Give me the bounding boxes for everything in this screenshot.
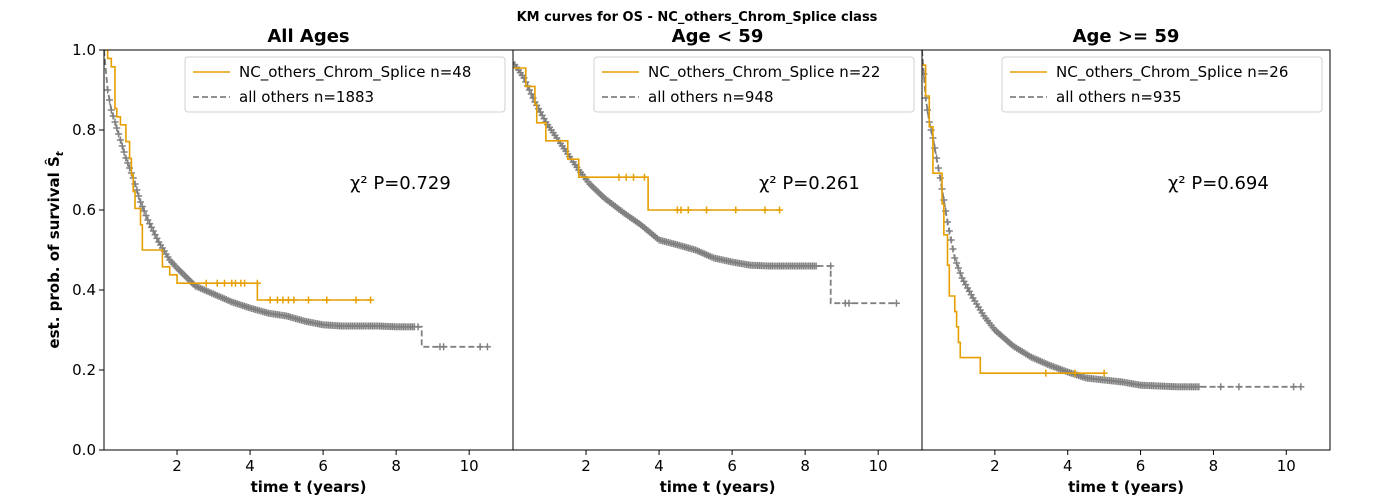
legend-label-0: NC_others_Chrom_Splice n=48 <box>239 63 471 82</box>
plot-frame <box>921 49 1331 451</box>
x-tick-label: 4 <box>1063 457 1073 475</box>
x-tick-label: 8 <box>1209 457 1219 475</box>
series-group <box>922 50 1305 391</box>
legend-box <box>1001 56 1323 113</box>
legend-label-1: all others n=935 <box>1056 88 1182 106</box>
x-tick-label: 2 <box>990 457 1000 475</box>
x-tick-label: 8 <box>391 457 401 475</box>
y-tick-label: 0.8 <box>72 121 96 139</box>
y-axis-label-main: est. prob. of survival Ŝ <box>44 156 63 348</box>
series-line-0 <box>513 67 780 211</box>
legend-label-1: all others n=1883 <box>239 88 374 106</box>
x-tick-label: 4 <box>245 457 255 475</box>
x-tick-label: 2 <box>581 457 591 475</box>
x-axis-label: time t (years) <box>251 478 367 496</box>
legend: NC_others_Chrom_Splice n=48 all others n=… <box>184 56 506 113</box>
panel-title: Age < 59 <box>672 26 764 47</box>
series-line-0 <box>922 64 1105 374</box>
series-group <box>513 61 900 307</box>
panels-group: All Ages 2 4 6 8 10 0.0 0.2 0.4 0.6 0.8 1.0 time t (… <box>72 26 1331 496</box>
x-tick-label: 2 <box>172 457 182 475</box>
y-axis-label: est. prob. of survival Ŝt <box>44 150 66 348</box>
legend-box <box>593 56 915 113</box>
p-value-annotation: χ² P=0.261 <box>759 173 860 194</box>
x-tick-label: 4 <box>654 457 664 475</box>
x-tick-label: 10 <box>460 457 479 475</box>
x-axis-label: time t (years) <box>660 478 776 496</box>
x-axis-label: time t (years) <box>1068 478 1184 496</box>
panel-3: Age >= 59 2 4 6 8 10 time t (years) NC_others_C… <box>921 26 1331 496</box>
panel-2: Age < 59 2 4 6 8 10 time t (years) NC_others_Ch… <box>512 26 923 496</box>
panel-title: Age >= 59 <box>1073 26 1180 47</box>
legend-label-0: NC_others_Chrom_Splice n=26 <box>1056 63 1288 82</box>
x-tick-label: 6 <box>727 457 737 475</box>
series-line-0 <box>104 50 371 301</box>
legend-label-1: all others n=948 <box>648 88 774 106</box>
figure-suptitle: KM curves for OS - NC_others_Chrom_Splic… <box>517 10 878 25</box>
panel-title: All Ages <box>267 26 349 47</box>
legend-label-0: NC_others_Chrom_Splice n=22 <box>648 63 880 82</box>
y-tick-label: 0.6 <box>72 201 96 219</box>
legend: NC_others_Chrom_Splice n=26 all others n=… <box>1001 56 1323 113</box>
y-axis-label-sub: t <box>55 150 66 156</box>
y-tick-label: 0.4 <box>72 281 96 299</box>
x-tick-label: 10 <box>869 457 888 475</box>
y-tick-label: 1.0 <box>72 41 96 59</box>
p-value-annotation: χ² P=0.694 <box>1168 173 1269 194</box>
p-value-annotation: χ² P=0.729 <box>350 173 451 194</box>
x-tick-label: 6 <box>318 457 328 475</box>
x-tick-label: 10 <box>1277 457 1296 475</box>
y-tick-label: 0.2 <box>72 361 96 379</box>
x-tick-label: 6 <box>1136 457 1146 475</box>
y-tick-label: 0.0 <box>72 441 96 459</box>
legend-box <box>184 56 506 113</box>
series-group <box>104 50 491 351</box>
x-tick-label: 8 <box>800 457 810 475</box>
legend: NC_others_Chrom_Splice n=22 all others n=… <box>593 56 915 113</box>
panel-1: All Ages 2 4 6 8 10 0.0 0.2 0.4 0.6 0.8 1.0 time t (… <box>72 26 514 496</box>
